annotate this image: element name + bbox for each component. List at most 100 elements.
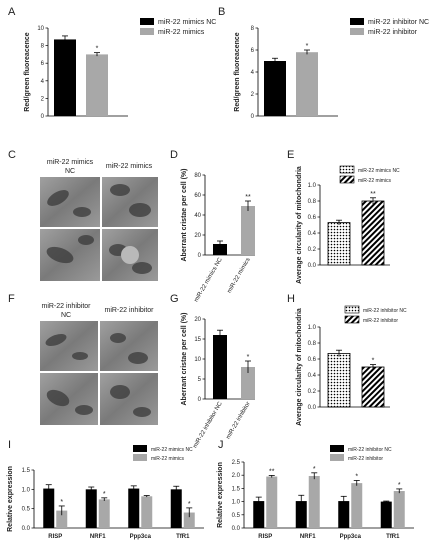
chart-e: 0.0 0.2 0.4 0.6 0.8 1.0 Average circularity of…	[296, 165, 400, 284]
chart-g-category-label: miR-22 inhibitor	[226, 401, 252, 440]
chart-j-legend-label: miR-22 inhibitor NC	[348, 447, 392, 453]
chart-i-category-label: Ppp3ca	[130, 534, 152, 540]
chart-i-category-label: TfR1	[176, 534, 190, 540]
chart-j-significance: *	[313, 466, 316, 473]
chart-e-legend-swatch	[339, 175, 355, 184]
chart-d-y-label: Aberrant cristae per cell (%)	[181, 169, 188, 262]
chart-b-y-tick-label: 2	[251, 92, 255, 98]
chart-i-legend-label: miR-22 mimics	[151, 456, 185, 462]
chart-g-y-label: Aberrant cristae per cell (%)	[181, 313, 188, 406]
panel-label-f: F	[8, 293, 15, 305]
panel-label-i: I	[8, 439, 11, 451]
chart-d-category-label: miR-22 mimics	[227, 257, 252, 294]
panel-label-h: H	[287, 293, 295, 305]
chart-i-bar-nrf1-1	[85, 489, 97, 528]
chart-g-y-tick-label: 5	[198, 377, 202, 383]
micrograph-f-inhibitor-bottom	[100, 373, 158, 425]
chart-j-category-label: TfR1	[386, 534, 400, 540]
panel-label-j: J	[218, 439, 224, 451]
chart-g-bar-2	[241, 367, 255, 399]
chart-i-y-tick-label: 0.0	[22, 526, 31, 532]
chart-b-y-label: Red/green fluoreacence	[234, 32, 241, 111]
chart-d-y-tick-label: 0	[198, 253, 202, 259]
chart-h-bar-2	[361, 366, 385, 408]
chart-a-y-label: Red/green fluoreacence	[24, 32, 31, 111]
chart-a-y-tick-label: 0	[41, 114, 45, 120]
chart-i-legend-label: miR-22 mimics NC	[151, 447, 193, 453]
chart-e-legend-label: miR-22 mimics	[358, 178, 392, 184]
chart-a-legend-label: miR-22 mimics NC	[158, 19, 216, 26]
chart-a-bar-1	[54, 39, 76, 116]
chart-i-bar-nrf1-2	[98, 499, 110, 528]
chart-j-y-tick-label: 1.0	[232, 500, 241, 506]
micrograph-group-c: miR-22 mimics NC miR-22 mimics	[40, 159, 158, 281]
chart-i-y-tick-label: 1.0	[22, 487, 31, 493]
chart-h-y-label: Average circularity of mitochondria	[296, 308, 303, 426]
chart-b-legend-swatch	[350, 28, 364, 35]
chart-h-y-tick-label: 0.0	[308, 405, 317, 411]
chart-d-y-tick-label: 60	[194, 193, 201, 199]
chart-h-legend-label: miR-22 inhibitor NC	[363, 308, 407, 314]
chart-e-bar-1	[327, 222, 351, 266]
chart-i-bar-risp-1	[43, 488, 55, 528]
chart-d-y-tick-label: 20	[194, 233, 201, 239]
chart-d: 0 20 40 60 80 Aberrant cristae per cell (%) mi…	[181, 169, 255, 303]
chart-h-legend-swatch	[344, 315, 360, 324]
chart-a-legend-swatch	[140, 28, 154, 35]
chart-j-y-tick-label: 1.5	[232, 486, 241, 492]
chart-h-y-tick-label: 0.8	[308, 341, 317, 347]
micrograph-f-title-inhibitor: miR-22 inhibitor	[104, 307, 154, 314]
chart-j-category-label: Ppp3ca	[340, 534, 362, 540]
chart-b-bar-1	[264, 61, 286, 116]
chart-e-legend-label: miR-22 mimics NC	[358, 168, 400, 174]
chart-a-y-tick-label: 10	[37, 26, 44, 32]
chart-i-bar-tfr1-2	[183, 512, 195, 528]
chart-a-y-tick-label: 6	[41, 61, 45, 67]
chart-j-y-tick-label: 0.0	[232, 526, 241, 532]
panel-label-e: E	[287, 149, 294, 161]
micrograph-c-mimics-top	[102, 177, 158, 227]
micrograph-f-title-nc-1: miR-22 inhibitor	[41, 303, 91, 310]
chart-h-legend-swatch	[344, 305, 360, 314]
chart-j-legend-swatch	[330, 454, 344, 461]
chart-e-y-tick-label: 0.0	[308, 263, 317, 269]
chart-b-legend-label: miR-22 inhibitor NC	[368, 19, 429, 26]
chart-a-y-tick-label: 2	[41, 96, 45, 102]
micrograph-c-title-nc-2: NC	[65, 168, 75, 175]
chart-b-y-tick-label: 0	[251, 114, 255, 120]
chart-a: 0 2 4 6 8 10 Red/green fluoreacence * miR-22 mim…	[24, 18, 216, 120]
chart-a-legend-label: miR-22 mimics	[158, 29, 205, 36]
chart-e-significance: **	[370, 191, 376, 198]
chart-i-bar-tfr1-1	[170, 489, 182, 528]
chart-i-category-label: RISP	[48, 534, 62, 540]
chart-j-y-tick-label: 2.5	[232, 460, 241, 466]
chart-e-bar-2	[361, 200, 385, 266]
chart-d-significance: **	[245, 194, 251, 201]
chart-j-significance: *	[355, 473, 358, 480]
chart-b-significance: *	[306, 43, 309, 50]
chart-j-bar-nrf1-2	[308, 475, 320, 528]
chart-e-y-tick-label: 0.6	[308, 215, 317, 221]
micrograph-f-nc-top	[40, 321, 98, 371]
chart-i-significance: *	[188, 501, 191, 508]
chart-j-y-tick-label: 2.0	[232, 473, 241, 479]
chart-g-y-tick-label: 0	[198, 397, 202, 403]
chart-d-y-tick-label: 40	[194, 213, 201, 219]
chart-i-significance: *	[103, 491, 106, 498]
chart-d-bar-2	[241, 206, 255, 255]
chart-d-y-tick-label: 80	[194, 173, 201, 179]
panel-label-d: D	[170, 149, 178, 161]
chart-h-bar-1	[327, 352, 351, 408]
panel-label-a: A	[8, 6, 16, 18]
chart-j-bar-risp-1	[253, 501, 265, 528]
chart-h-y-tick-label: 0.4	[308, 373, 317, 379]
chart-h-y-tick-label: 0.6	[308, 357, 317, 363]
chart-b-legend-swatch	[350, 18, 364, 25]
chart-e-y-tick-label: 0.2	[308, 247, 317, 253]
chart-h-y-tick-label: 1.0	[308, 325, 317, 331]
chart-e-y-tick-label: 0.8	[308, 199, 317, 205]
chart-j-category-label: RISP	[258, 534, 272, 540]
chart-e-legend-swatch	[339, 165, 355, 174]
chart-g-bar-1	[213, 335, 227, 399]
